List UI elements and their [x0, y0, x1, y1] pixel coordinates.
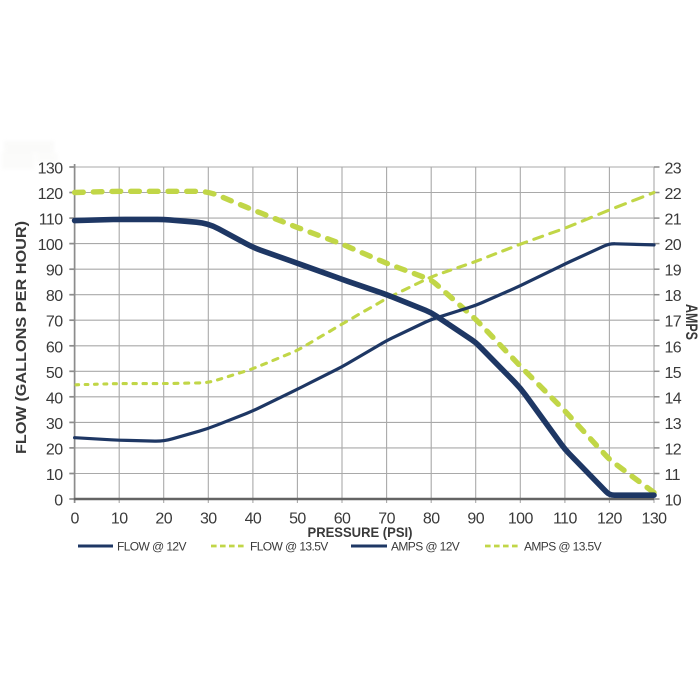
svg-text:17: 17	[665, 314, 682, 331]
svg-text:FLOW @ 13.5V: FLOW @ 13.5V	[250, 540, 328, 554]
svg-text:20: 20	[46, 441, 63, 458]
svg-text:20: 20	[665, 237, 682, 254]
svg-text:23: 23	[665, 161, 682, 178]
svg-text:0: 0	[70, 511, 79, 528]
svg-text:80: 80	[423, 511, 440, 528]
svg-text:PRESSURE (PSI): PRESSURE (PSI)	[308, 524, 413, 540]
svg-text:70: 70	[378, 511, 395, 528]
svg-text:90: 90	[467, 511, 484, 528]
svg-text:18: 18	[665, 288, 682, 305]
svg-text:10: 10	[111, 511, 128, 528]
svg-text:FLOW (GALLONS PER HOUR): FLOW (GALLONS PER HOUR)	[13, 221, 30, 454]
svg-text:16: 16	[665, 339, 682, 356]
svg-text:120: 120	[597, 511, 623, 528]
svg-text:80: 80	[46, 288, 63, 305]
svg-text:120: 120	[38, 186, 64, 203]
svg-text:20: 20	[155, 511, 172, 528]
svg-text:130: 130	[642, 511, 668, 528]
svg-text:11: 11	[665, 467, 681, 484]
svg-text:21: 21	[665, 212, 682, 229]
svg-text:10: 10	[46, 467, 63, 484]
svg-text:100: 100	[38, 237, 64, 254]
svg-text:22: 22	[665, 186, 682, 203]
svg-text:30: 30	[46, 416, 63, 433]
svg-text:60: 60	[46, 339, 63, 356]
svg-text:19: 19	[665, 263, 682, 280]
svg-text:90: 90	[46, 263, 63, 280]
svg-text:70: 70	[46, 314, 63, 331]
svg-text:10: 10	[665, 493, 682, 510]
svg-text:130: 130	[38, 161, 64, 178]
svg-text:100: 100	[508, 511, 534, 528]
svg-text:30: 30	[200, 511, 217, 528]
svg-text:40: 40	[245, 511, 262, 528]
svg-text:0: 0	[54, 493, 63, 510]
svg-text:AMPS @ 13.5V: AMPS @ 13.5V	[524, 540, 602, 554]
svg-text:110: 110	[39, 212, 63, 229]
svg-text:60: 60	[334, 511, 351, 528]
svg-text:50: 50	[289, 511, 306, 528]
svg-text:AMPS @ 12V: AMPS @ 12V	[391, 540, 460, 554]
svg-text:50: 50	[46, 365, 63, 382]
svg-text:110: 110	[553, 511, 577, 528]
svg-text:40: 40	[46, 390, 63, 407]
svg-text:14: 14	[665, 390, 682, 407]
svg-text:FLOW @ 12V: FLOW @ 12V	[117, 540, 186, 554]
svg-text:13: 13	[665, 416, 682, 433]
svg-text:15: 15	[665, 365, 682, 382]
svg-text:12: 12	[665, 441, 682, 458]
svg-text:AMPS: AMPS	[682, 304, 700, 340]
